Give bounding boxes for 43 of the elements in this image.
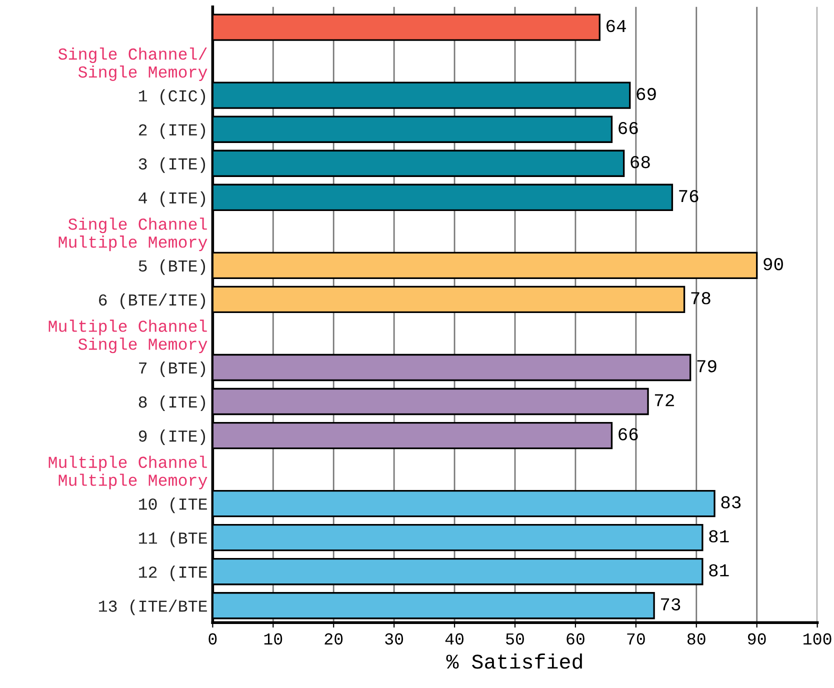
y-tick-label: 11 (BTE (138, 532, 207, 548)
x-axis-title: % Satisfied (446, 653, 582, 669)
y-tick-label: 1 (CIC) (138, 89, 206, 105)
y-tick-label: 8 (ITE) (138, 395, 206, 412)
x-tick-label: 40 (445, 633, 464, 645)
y-tick-label: Single Channel/ Single Memory (58, 48, 208, 81)
data-label: 83 (721, 496, 741, 508)
y-tick-label: 2 (ITE) (138, 123, 206, 139)
y-tick-label: 9 (ITE) (138, 429, 206, 446)
x-tick-label: 10 (264, 633, 282, 645)
data-label: 68 (630, 156, 650, 168)
data-label: 79 (697, 360, 716, 372)
data-label: 66 (618, 122, 638, 134)
data-label: 78 (691, 292, 710, 304)
y-tick-label: 10 (ITE (138, 498, 207, 514)
x-tick-label: 70 (627, 633, 645, 645)
data-label: 90 (764, 258, 783, 270)
data-label: 66 (618, 428, 638, 440)
x-tick-label: 90 (748, 633, 766, 645)
data-label: 73 (661, 598, 680, 610)
x-tick-label: 80 (687, 633, 706, 645)
data-label: 69 (636, 88, 656, 100)
data-label: 76 (679, 190, 698, 202)
y-tick-label: 12 (ITE (138, 566, 207, 582)
y-tick-label: Single Channel Multiple Memory (58, 218, 208, 252)
x-tick-label: 50 (506, 633, 524, 645)
x-tick-label: 100 (804, 633, 832, 645)
data-label: 81 (709, 530, 729, 542)
y-tick-label: Multiple Channel Single Memory (48, 320, 208, 354)
data-label: 72 (654, 394, 674, 406)
data-label: 64 (606, 20, 626, 32)
x-tick-label: 0 (208, 633, 217, 645)
y-tick-label: 6 (BTE/ITE) (99, 293, 205, 309)
y-tick-label: 7 (BTE) (139, 361, 206, 377)
data-label: 81 (709, 564, 729, 576)
y-tick-label: 4 (ITE) (138, 191, 206, 207)
x-tick-label: 60 (566, 633, 584, 645)
y-tick-label: 5 (BTE) (138, 259, 206, 275)
y-tick-label: Multiple Channel Multiple Memory (48, 456, 208, 490)
x-tick-label: 30 (385, 633, 404, 645)
x-tick-label: 20 (324, 633, 343, 645)
y-tick-label: 3 (ITE) (138, 157, 206, 173)
y-tick-label: 13 (ITE/BTE (98, 600, 207, 616)
